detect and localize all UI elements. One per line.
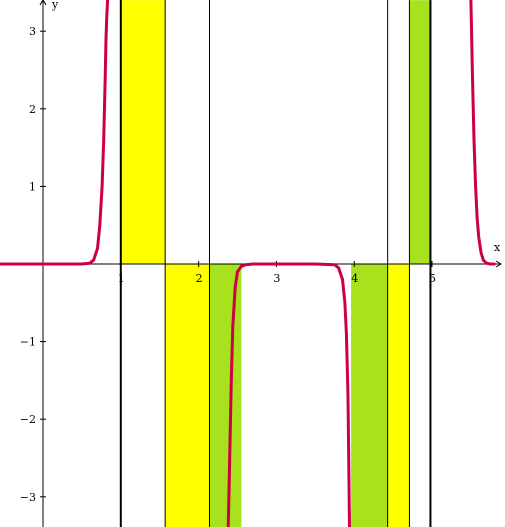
curve-series: [226, 262, 351, 527]
shaded-region: [165, 264, 210, 527]
shaded-regions: [120, 0, 431, 527]
y-tick-label: −3: [20, 491, 36, 504]
y-tick-label: 3: [29, 25, 36, 38]
y-tick-label: 1: [29, 180, 36, 193]
y-axis-label: y: [51, 0, 59, 11]
x-tick-label: 5: [429, 272, 436, 285]
y-tick-label: −1: [20, 336, 36, 349]
shaded-region: [351, 264, 388, 527]
shaded-region: [387, 264, 410, 527]
x-tick-label: 4: [351, 272, 358, 285]
x-tick-label: 3: [273, 272, 280, 285]
curve-series: [0, 0, 110, 266]
shaded-region: [209, 264, 242, 527]
x-axis-arrow: [495, 260, 502, 268]
x-tick-label: 1: [118, 272, 125, 285]
x-tick-label: 2: [196, 272, 203, 285]
x-axis-label: x: [494, 241, 501, 254]
tick-labels: 1 2 3 4 5 −3 −2 −1 1 2 3: [20, 25, 436, 504]
y-tick-label: 2: [29, 103, 36, 116]
curve-series: [469, 0, 496, 266]
shaded-region: [409, 0, 431, 264]
y-axis-arrow: [39, 0, 47, 6]
y-tick-label: −2: [20, 413, 36, 426]
shaded-region: [120, 0, 166, 264]
